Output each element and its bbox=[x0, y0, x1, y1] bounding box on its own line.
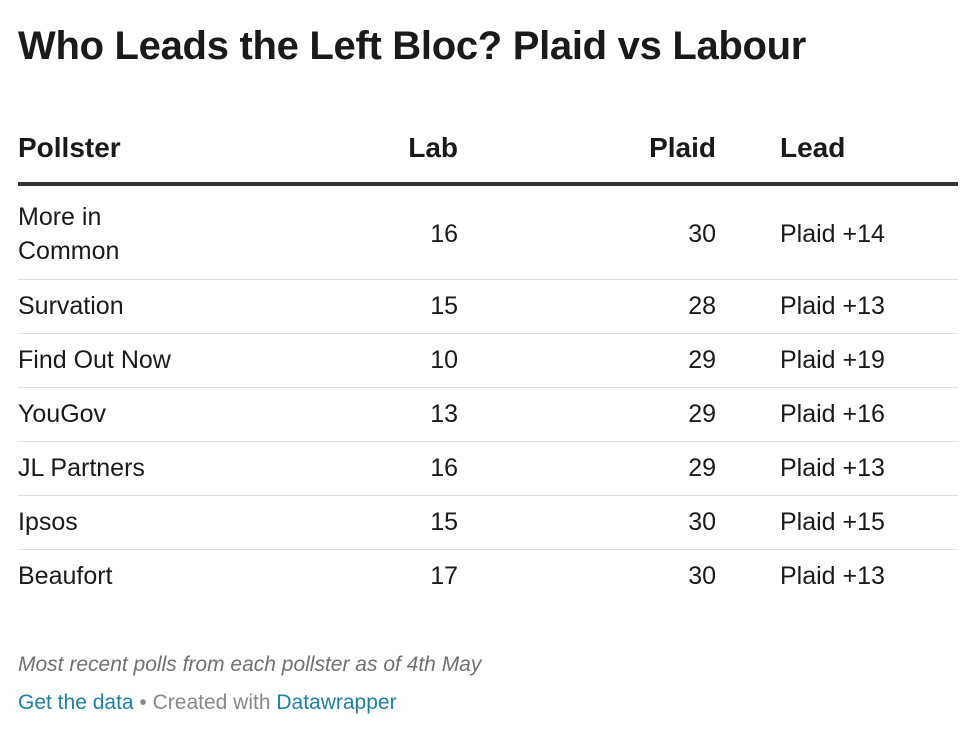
table-row: YouGov 13 29 Plaid +16 bbox=[18, 387, 958, 442]
cell-plaid: 29 bbox=[458, 441, 716, 496]
column-header-pollster: Pollster bbox=[18, 128, 278, 186]
cell-lead: Plaid +13 bbox=[780, 562, 885, 590]
cell-plaid: 28 bbox=[458, 279, 716, 334]
chart-title: Who Leads the Left Bloc? Plaid vs Labour bbox=[18, 24, 807, 68]
cell-lab: 13 bbox=[278, 387, 458, 442]
cell-pollster: YouGov bbox=[18, 387, 278, 442]
cell-pollster: Ipsos bbox=[18, 495, 278, 550]
column-header-plaid: Plaid bbox=[458, 128, 716, 186]
table-row: More in Common 16 30 Plaid +14 bbox=[18, 184, 958, 280]
cell-lab: 16 bbox=[278, 441, 458, 496]
cell-lab: 15 bbox=[278, 495, 458, 550]
table-header-row: Pollster Lab Plaid Lead bbox=[18, 128, 958, 186]
cell-lead: Plaid +13 bbox=[716, 441, 958, 496]
cell-pollster: Survation bbox=[18, 279, 278, 334]
table-row: JL Partners 16 29 Plaid +13 bbox=[18, 441, 958, 496]
cell-lead: Plaid +16 bbox=[716, 387, 958, 442]
cell-plaid: 30 bbox=[458, 495, 716, 550]
cell-lead: Plaid +15 bbox=[716, 495, 958, 550]
cell-lead: Plaid +13 bbox=[716, 279, 958, 334]
cell-plaid: 29 bbox=[458, 333, 716, 388]
cell-pollster: JL Partners bbox=[18, 441, 278, 496]
get-data-link[interactable]: Get the data bbox=[18, 691, 134, 714]
table-row: Ipsos 15 30 Plaid +15 bbox=[18, 495, 958, 550]
cell-plaid: 30 bbox=[688, 562, 716, 590]
cell-lab: 10 bbox=[278, 333, 458, 388]
cell-lead: Plaid +14 bbox=[716, 184, 958, 280]
cell-plaid: 29 bbox=[458, 387, 716, 442]
cell-pollster: Beaufort bbox=[18, 562, 113, 590]
footer-separator: • bbox=[133, 691, 153, 714]
cell-lab: 16 bbox=[278, 184, 458, 280]
table-body: More in Common 16 30 Plaid +14 Survation 15 28… bbox=[18, 184, 958, 603]
cell-lab: 17 bbox=[430, 562, 458, 590]
table-chart: Who Leads the Left Bloc? Plaid vs Labour… bbox=[18, 20, 958, 603]
cell-lead: Plaid +19 bbox=[716, 333, 958, 388]
poll-table: Pollster Lab Plaid Lead More in Common 16… bbox=[18, 128, 958, 603]
datawrapper-link[interactable]: Datawrapper bbox=[276, 691, 397, 714]
column-header-lead: Lead bbox=[716, 128, 958, 186]
cell-pollster: Find Out Now bbox=[18, 333, 278, 388]
cell-plaid: 30 bbox=[458, 184, 716, 280]
created-with-text: Created with bbox=[152, 691, 277, 714]
chart-footer: Get the data • Created with Datawrapper bbox=[18, 688, 397, 718]
column-header-lab: Lab bbox=[278, 128, 458, 186]
table-row: Beaufort 17 30 Plaid +13 bbox=[18, 550, 958, 604]
table-row: Survation 15 28 Plaid +13 bbox=[18, 279, 958, 334]
cell-lab: 15 bbox=[278, 279, 458, 334]
table-row: Find Out Now 10 29 Plaid +19 bbox=[18, 333, 958, 388]
cell-pollster: More in Common bbox=[18, 184, 278, 280]
chart-notes: Most recent polls from each pollster as … bbox=[18, 653, 482, 676]
